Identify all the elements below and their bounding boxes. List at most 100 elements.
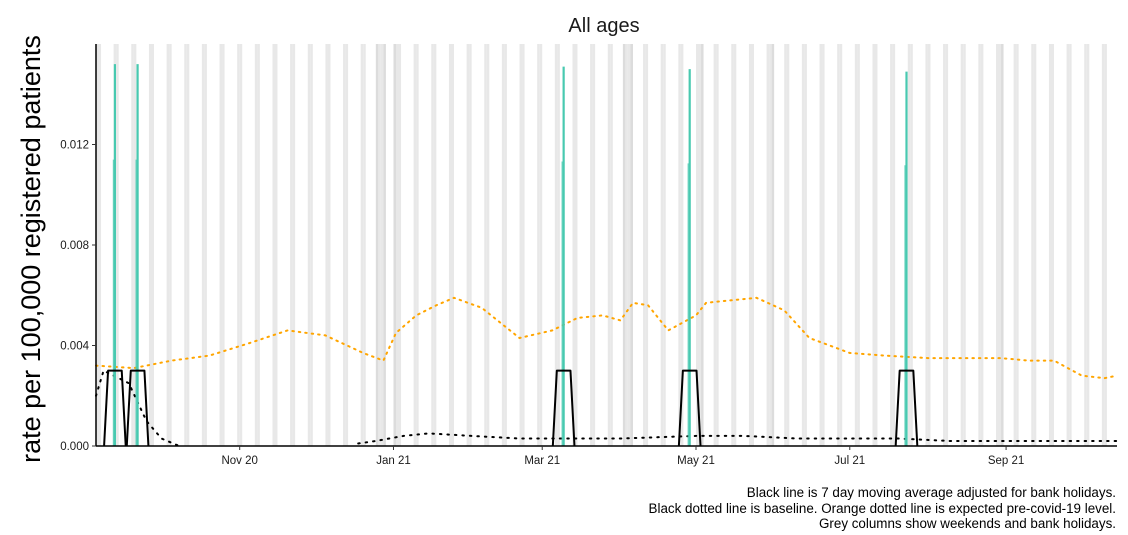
shade-column xyxy=(1101,44,1105,446)
y-tick-label: 0.000 xyxy=(60,441,89,453)
shade-column xyxy=(237,44,240,446)
shade-column xyxy=(254,44,258,446)
expected-series xyxy=(95,296,1118,380)
shade-column xyxy=(769,44,772,446)
shade-column xyxy=(451,44,454,446)
shade-column xyxy=(557,44,560,446)
caption-line-2: Black dotted line is baseline. Orange do… xyxy=(648,500,1116,516)
shade-column xyxy=(1086,44,1090,446)
shade-column xyxy=(890,44,893,446)
y-tick-label: 0.004 xyxy=(60,341,89,353)
y-tick-label: 0.008 xyxy=(60,240,89,252)
moving-average-series xyxy=(103,369,919,447)
baseline-line xyxy=(357,432,1118,445)
shade-column xyxy=(184,44,187,446)
shade-column xyxy=(307,44,311,446)
shade-column xyxy=(1069,44,1072,446)
shade-column xyxy=(1051,44,1054,446)
weekend-shading xyxy=(96,44,1107,446)
shade-column xyxy=(204,44,207,446)
shade-column xyxy=(166,44,170,446)
shade-column xyxy=(963,44,966,446)
y-tick-label: 0.012 xyxy=(60,140,89,152)
x-tick-label: May 21 xyxy=(677,455,715,467)
shade-column xyxy=(892,44,896,446)
shade-column xyxy=(716,44,719,446)
shade-column xyxy=(907,44,911,446)
shade-column xyxy=(1016,44,1019,446)
shade-column xyxy=(625,44,628,446)
shade-column xyxy=(554,44,558,446)
shade-column xyxy=(960,44,964,446)
axes: 0.000 0.004 0.008 0.012 Nov 20 Jan 21 Mar 21 Ma… xyxy=(60,44,1117,467)
shade-column xyxy=(713,44,717,446)
shade-column xyxy=(343,44,346,446)
shade-column xyxy=(927,44,931,446)
shade-column xyxy=(698,44,702,446)
shade-column xyxy=(327,44,331,446)
shade-column xyxy=(98,44,102,446)
shade-column xyxy=(680,44,684,446)
shade-column xyxy=(431,44,434,446)
shade-column xyxy=(701,44,704,446)
shade-column xyxy=(186,44,190,446)
shade-column xyxy=(257,44,260,446)
shade-column xyxy=(590,44,593,446)
shade-column xyxy=(943,44,946,446)
shade-column xyxy=(151,44,154,446)
shade-column xyxy=(572,44,575,446)
shade-column xyxy=(375,44,379,446)
chart-caption: Black line is 7 day moving average adjus… xyxy=(649,485,1116,532)
shade-column xyxy=(201,44,205,446)
shade-column xyxy=(148,44,152,446)
shade-column xyxy=(395,44,399,446)
shade-column xyxy=(133,44,137,446)
chart-title: All ages xyxy=(568,15,639,37)
shade-column xyxy=(413,44,417,446)
shade-column xyxy=(469,44,472,446)
shade-column xyxy=(695,44,699,446)
shade-column xyxy=(837,44,840,446)
shade-column xyxy=(998,44,1002,446)
shade-column xyxy=(610,44,613,446)
shade-column xyxy=(766,44,770,446)
shade-column xyxy=(466,44,470,446)
shade-column xyxy=(678,44,681,446)
shade-column xyxy=(731,44,734,446)
shade-column xyxy=(504,44,507,446)
shade-column xyxy=(1048,44,1052,446)
shade-column xyxy=(874,44,878,446)
shade-column xyxy=(643,44,646,446)
caption-line-3: Grey columns show weekends and bank holi… xyxy=(819,516,1116,531)
shade-column xyxy=(607,44,611,446)
shade-column xyxy=(290,44,293,446)
shade-column xyxy=(448,44,452,446)
shade-column xyxy=(380,44,384,446)
shade-column xyxy=(310,44,313,446)
shade-column xyxy=(995,44,999,446)
shade-column xyxy=(660,44,664,446)
shade-column xyxy=(539,44,543,446)
shade-column xyxy=(854,44,858,446)
x-tick-label: Jan 21 xyxy=(376,455,411,467)
shade-column xyxy=(574,44,578,446)
shade-column xyxy=(239,44,243,446)
shade-column xyxy=(363,44,366,446)
x-tick-label: Jul 21 xyxy=(834,455,865,467)
x-tick-label: Sep 21 xyxy=(988,455,1024,467)
shade-column xyxy=(925,44,928,446)
shade-column xyxy=(645,44,649,446)
shade-column xyxy=(360,44,364,446)
shade-column xyxy=(484,44,487,446)
shade-column xyxy=(325,44,328,446)
moving-average-pulse xyxy=(103,369,127,447)
shade-column xyxy=(784,44,787,446)
moving-average-pulse xyxy=(894,369,919,447)
shade-column xyxy=(980,44,984,446)
baseline-line xyxy=(95,369,181,447)
shade-column xyxy=(169,44,172,446)
shade-column xyxy=(663,44,666,446)
shade-column xyxy=(486,44,490,446)
shade-column xyxy=(345,44,349,446)
moving-average-pulse xyxy=(677,369,702,447)
